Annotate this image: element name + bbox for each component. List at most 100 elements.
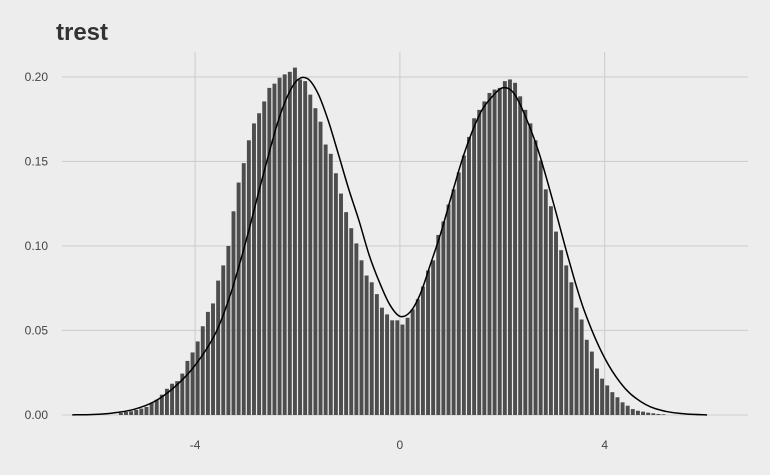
histogram-bar: [159, 394, 164, 415]
histogram-bar: [226, 245, 231, 415]
x-tick-label: -4: [190, 438, 201, 452]
histogram-bar: [605, 385, 610, 415]
histogram-bar: [339, 193, 343, 415]
histogram-bar: [175, 381, 180, 415]
histogram-bar: [635, 410, 640, 415]
histogram-bar: [615, 397, 620, 415]
histogram-bar: [292, 67, 297, 415]
histogram-bar: [374, 294, 379, 415]
histogram-bar: [584, 339, 589, 415]
histogram-bar: [574, 307, 579, 415]
histogram-bar: [190, 352, 195, 415]
histogram-bar: [451, 189, 456, 415]
histogram-bar: [472, 118, 477, 416]
histogram-bar: [364, 275, 369, 415]
histogram-bar: [205, 311, 210, 415]
histogram-bar: [359, 260, 364, 415]
histogram-bar: [554, 231, 558, 415]
tick-labels: 0.00 0.05 0.10 0.15 0.20 -4 0 4: [25, 70, 609, 452]
histogram-bar: [487, 92, 492, 415]
histogram-bar: [390, 320, 395, 415]
histogram-bar: [349, 228, 354, 415]
histogram-bar: [600, 378, 605, 415]
y-tick-label: 0.20: [25, 70, 49, 84]
histogram-bar: [589, 351, 594, 415]
histogram-bar: [656, 413, 661, 415]
density-curve-layer: [72, 76, 708, 416]
y-tick-label: 0.10: [25, 239, 49, 253]
histogram-bar: [507, 79, 512, 415]
histogram-bar: [257, 113, 262, 415]
histogram-bar: [195, 341, 200, 415]
histogram-bar: [154, 399, 159, 415]
histogram-bar: [446, 204, 451, 415]
histogram-bar: [252, 123, 256, 416]
histogram-bar: [149, 402, 154, 415]
y-tick-label: 0.05: [25, 323, 49, 337]
histogram-bar: [395, 320, 400, 415]
histogram-bar: [543, 189, 548, 415]
histogram-bar: [528, 123, 533, 416]
histogram-bar: [410, 309, 415, 415]
histogram-bar: [518, 96, 523, 415]
histogram-bar: [436, 234, 441, 415]
histogram-bar: [461, 155, 466, 415]
histogram-bar: [641, 411, 646, 415]
histogram-bar: [344, 212, 349, 415]
histogram-bar: [333, 173, 338, 415]
histogram-bar: [221, 265, 226, 415]
histogram-bar: [231, 211, 236, 415]
histogram-bar: [124, 411, 128, 415]
histogram-bar: [548, 206, 553, 415]
histogram-bar: [595, 368, 599, 415]
histogram-bar: [118, 412, 123, 415]
x-tick-label: 0: [397, 438, 404, 452]
histogram-bar: [262, 101, 267, 416]
histogram-bar: [308, 94, 313, 416]
histogram-bar: [564, 265, 569, 415]
histogram-bar: [620, 402, 625, 415]
histogram-bar: [241, 163, 246, 415]
histogram-bar: [533, 140, 538, 416]
density-curve: [72, 76, 708, 416]
histogram-bar: [200, 326, 205, 415]
histogram-bar: [170, 383, 175, 415]
histogram-bar: [630, 409, 635, 415]
histogram-bar: [441, 221, 446, 415]
histogram-bar: [625, 405, 630, 415]
histogram-bar: [523, 109, 528, 415]
histogram-bar: [134, 409, 139, 415]
histogram-bar: [497, 87, 502, 416]
histogram-bar: [139, 408, 144, 415]
histogram-bar: [431, 260, 436, 415]
histogram-bar: [303, 81, 308, 415]
histogram-bar: [313, 108, 318, 415]
histogram-bar: [277, 77, 282, 415]
histogram-bar: [559, 250, 564, 415]
histogram-bar: [211, 303, 215, 415]
y-tick-label: 0.15: [25, 154, 49, 168]
histogram-bar: [579, 319, 584, 415]
histogram-bar: [385, 314, 390, 415]
histogram-bar: [236, 182, 241, 415]
histogram-bar: [216, 280, 221, 415]
histogram-bar: [502, 81, 507, 415]
histogram-bar: [610, 392, 615, 415]
histogram-bar: [144, 406, 149, 415]
histogram-bar: [267, 87, 272, 416]
histogram-bar: [282, 74, 287, 415]
histogram-bar: [569, 282, 574, 415]
histogram-bar: [651, 413, 656, 415]
histogram-bar: [380, 307, 384, 415]
histogram-bar: [323, 144, 328, 415]
chart-title: trest: [56, 19, 108, 46]
histogram-bar: [538, 160, 543, 415]
histogram-bar: [246, 140, 251, 416]
histogram-bar: [426, 270, 430, 415]
histogram-bar: [354, 243, 359, 415]
histogram-bar: [400, 324, 405, 415]
histogram-bar: [318, 121, 323, 415]
histogram-bar: [287, 71, 292, 415]
